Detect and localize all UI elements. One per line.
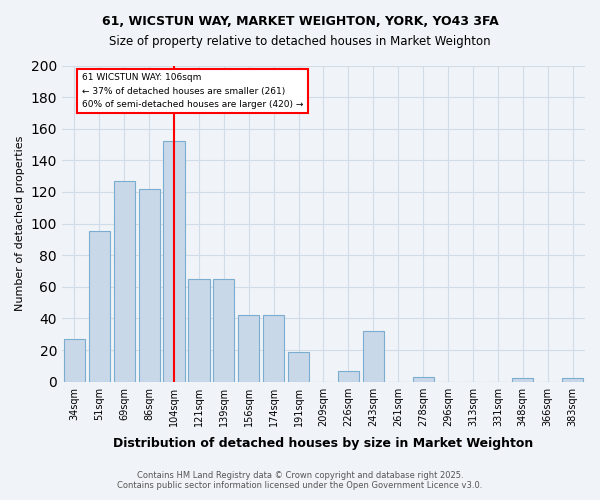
Text: Contains HM Land Registry data © Crown copyright and database right 2025.
Contai: Contains HM Land Registry data © Crown c… <box>118 470 482 490</box>
Bar <box>188 279 209 382</box>
Bar <box>64 339 85 382</box>
Text: 61 WICSTUN WAY: 106sqm
← 37% of detached houses are smaller (261)
60% of semi-de: 61 WICSTUN WAY: 106sqm ← 37% of detached… <box>82 74 303 109</box>
Text: Size of property relative to detached houses in Market Weighton: Size of property relative to detached ho… <box>109 35 491 48</box>
Bar <box>89 232 110 382</box>
Bar <box>213 279 235 382</box>
Y-axis label: Number of detached properties: Number of detached properties <box>15 136 25 312</box>
Bar <box>562 378 583 382</box>
X-axis label: Distribution of detached houses by size in Market Weighton: Distribution of detached houses by size … <box>113 437 533 450</box>
Bar <box>113 181 135 382</box>
Bar <box>512 378 533 382</box>
Bar <box>139 189 160 382</box>
Bar <box>263 316 284 382</box>
Bar <box>163 142 185 382</box>
Text: 61, WICSTUN WAY, MARKET WEIGHTON, YORK, YO43 3FA: 61, WICSTUN WAY, MARKET WEIGHTON, YORK, … <box>101 15 499 28</box>
Bar <box>288 352 309 382</box>
Bar <box>338 370 359 382</box>
Bar <box>362 331 384 382</box>
Bar <box>413 377 434 382</box>
Bar <box>238 316 259 382</box>
